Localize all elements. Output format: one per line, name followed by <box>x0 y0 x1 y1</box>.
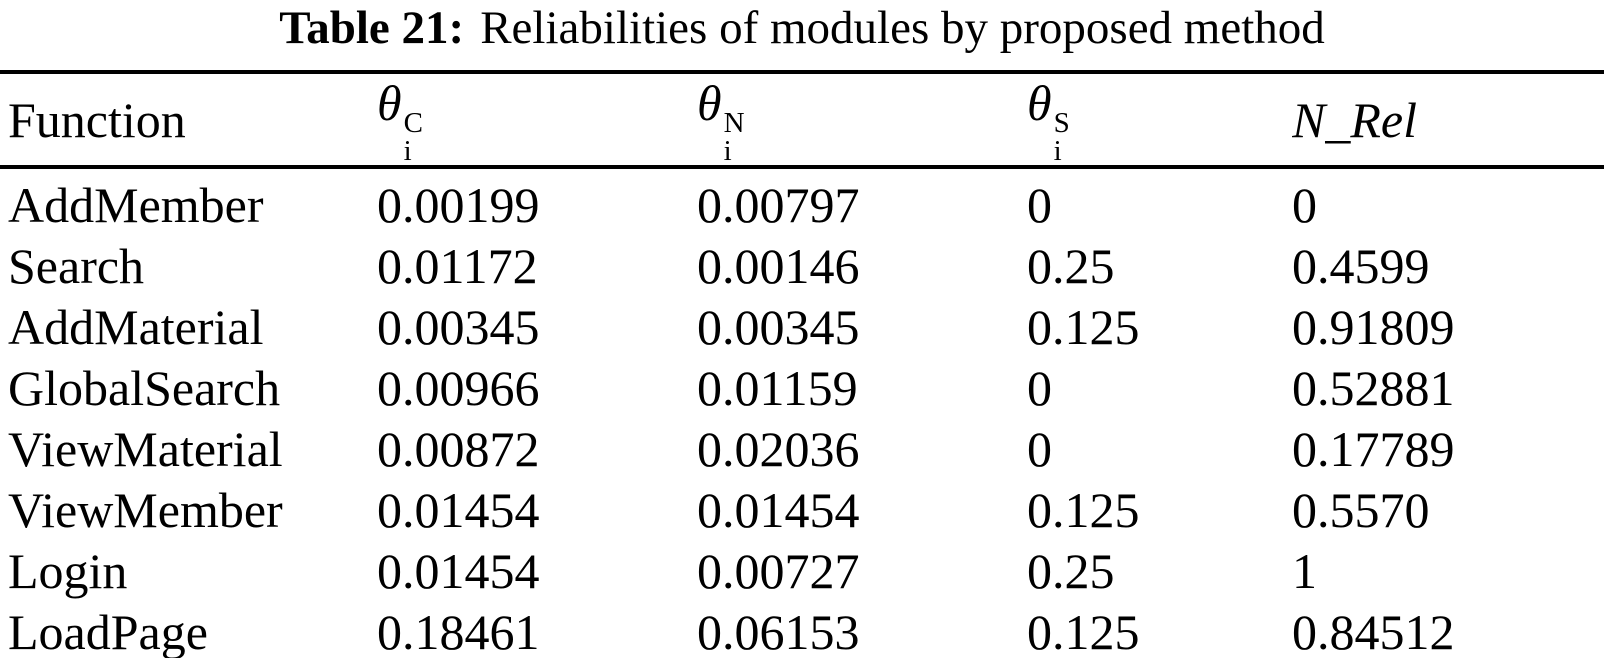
table-row: Login 0.01454 0.00727 0.25 1 <box>0 541 1604 602</box>
cell-function: ViewMaterial <box>8 421 283 478</box>
cell-theta-c: 0.00966 <box>377 360 540 417</box>
cell-theta-n: 0.00146 <box>697 238 860 295</box>
cell-nrel: 0.4599 <box>1292 238 1430 295</box>
theta-symbol: θ <box>377 75 402 131</box>
cell-function: ViewMember <box>8 482 283 539</box>
cell-nrel: 0.91809 <box>1292 299 1455 356</box>
cell-function: AddMember <box>8 177 264 234</box>
cell-theta-s: 0.25 <box>1027 238 1115 295</box>
cell-theta-s: 0.125 <box>1027 482 1140 539</box>
cell-nrel: 0 <box>1292 177 1317 234</box>
table-row: GlobalSearch 0.00966 0.01159 0 0.52881 <box>0 358 1604 419</box>
cell-nrel: 0.84512 <box>1292 604 1455 658</box>
cell-theta-n: 0.00727 <box>697 543 860 600</box>
theta-symbol: θ <box>697 75 722 131</box>
cell-theta-s: 0.25 <box>1027 543 1115 600</box>
cell-theta-c: 0.00345 <box>377 299 540 356</box>
col-header-function: Function <box>0 72 377 170</box>
table-row: LoadPage 0.18461 0.06153 0.125 0.84512 <box>0 602 1604 658</box>
cell-theta-c: 0.01172 <box>377 238 538 295</box>
cell-theta-c: 0.01454 <box>377 482 540 539</box>
cell-theta-s: 0 <box>1027 421 1052 478</box>
cell-nrel: 0.17789 <box>1292 421 1455 478</box>
cell-theta-s: 0 <box>1027 177 1052 234</box>
table-caption-text: Reliabilities of modules by proposed met… <box>480 2 1325 54</box>
cell-theta-c: 0.01454 <box>377 543 540 600</box>
cell-theta-c: 0.18461 <box>377 604 540 658</box>
table-row: AddMaterial 0.00345 0.00345 0.125 0.9180… <box>0 297 1604 358</box>
theta-symbol: θ <box>1027 75 1052 131</box>
table-row: Search 0.01172 0.00146 0.25 0.4599 <box>0 236 1604 297</box>
cell-theta-n: 0.02036 <box>697 421 860 478</box>
cell-theta-n: 0.01454 <box>697 482 860 539</box>
cell-function: AddMaterial <box>8 299 264 356</box>
cell-function: Search <box>8 238 145 295</box>
table-row: ViewMember 0.01454 0.01454 0.125 0.5570 <box>0 480 1604 541</box>
cell-theta-s: 0.125 <box>1027 604 1140 658</box>
cell-theta-s: 0 <box>1027 360 1052 417</box>
cell-function: GlobalSearch <box>8 360 281 417</box>
table-row: AddMember 0.00199 0.00797 0 0 <box>0 167 1604 236</box>
cell-nrel: 0.52881 <box>1292 360 1455 417</box>
table-row: ViewMaterial 0.00872 0.02036 0 0.17789 <box>0 419 1604 480</box>
col-header-nrel: N_Rel <box>1292 72 1604 170</box>
table-caption-label: Table 21: <box>279 2 465 54</box>
cell-theta-n: 0.00797 <box>697 177 860 234</box>
cell-theta-n: 0.00345 <box>697 299 860 356</box>
nrel-label: N_Rel <box>1292 91 1417 148</box>
cell-theta-n: 0.01159 <box>697 360 858 417</box>
cell-theta-c: 0.00199 <box>377 177 540 234</box>
cell-nrel: 1 <box>1292 543 1317 600</box>
cell-theta-s: 0.125 <box>1027 299 1140 356</box>
cell-function: LoadPage <box>8 604 208 658</box>
table-caption: Table 21: Reliabilities of modules by pro… <box>0 2 1604 54</box>
cell-theta-n: 0.06153 <box>697 604 860 658</box>
cell-nrel: 0.5570 <box>1292 482 1430 539</box>
cell-function: Login <box>8 543 128 600</box>
cell-theta-c: 0.00872 <box>377 421 540 478</box>
